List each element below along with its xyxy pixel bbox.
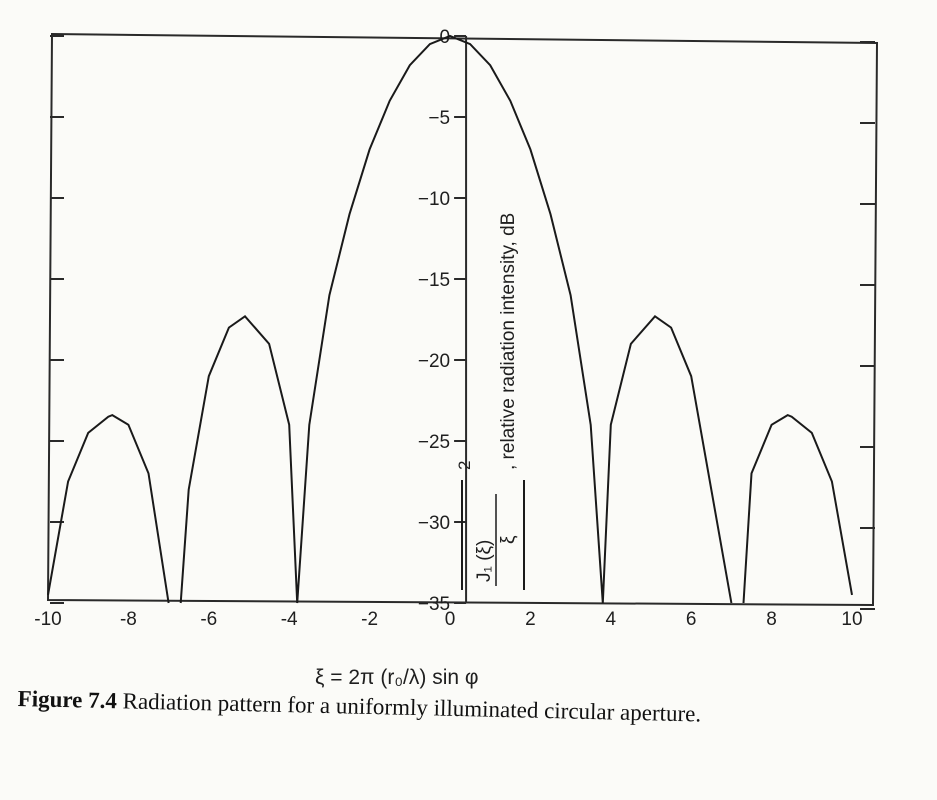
x-tick-label: 8 (766, 609, 777, 630)
figure-number: Figure 7.4 (17, 686, 118, 714)
curve-lobe (742, 413, 853, 604)
x-axis-label: ξ = 2π (r₀/λ) sin φ (315, 666, 479, 689)
y-axis-label-group: J₁ (ξ) ξ 2 , relative radiation intensit… (455, 213, 525, 590)
x-tick-label: 4 (606, 609, 617, 630)
y-tick-label: −35 (418, 594, 450, 615)
x-tick-label: 10 (841, 609, 862, 630)
y-axis: 0−5−10−15−20−25−30−35 (50, 27, 875, 615)
curve-lobe (47, 413, 170, 604)
plot-frame (46, 32, 879, 607)
y-tick-label: −5 (428, 108, 450, 129)
y-tick-label: −10 (418, 189, 450, 210)
x-tick-label: 2 (525, 609, 536, 630)
x-axis: -10 -8 -6 -4 -2 0 2 4 6 8 10 (34, 609, 862, 630)
x-tick-label: -10 (34, 609, 61, 630)
y-axis-label-text: , relative radiation intensity, dB (498, 213, 519, 470)
y-fraction-numerator: J₁ (ξ) (474, 540, 495, 582)
y-tick-label: −20 (418, 351, 450, 372)
y-power: 2 (455, 461, 474, 470)
x-tick-label: -4 (281, 609, 298, 630)
x-tick-label: -6 (200, 609, 217, 630)
x-tick-label: -8 (120, 609, 137, 630)
x-tick-label: -2 (361, 609, 378, 630)
y-tick-label: −30 (418, 513, 450, 534)
x-tick-label: 6 (686, 609, 697, 630)
y-tick-label: −25 (418, 432, 450, 453)
radiation-curve (47, 34, 853, 604)
x-tick-label: 0 (445, 609, 456, 630)
y-tick-label: −15 (418, 270, 450, 291)
y-fraction-denominator: ξ (498, 535, 519, 544)
curve-lobe (179, 34, 733, 604)
